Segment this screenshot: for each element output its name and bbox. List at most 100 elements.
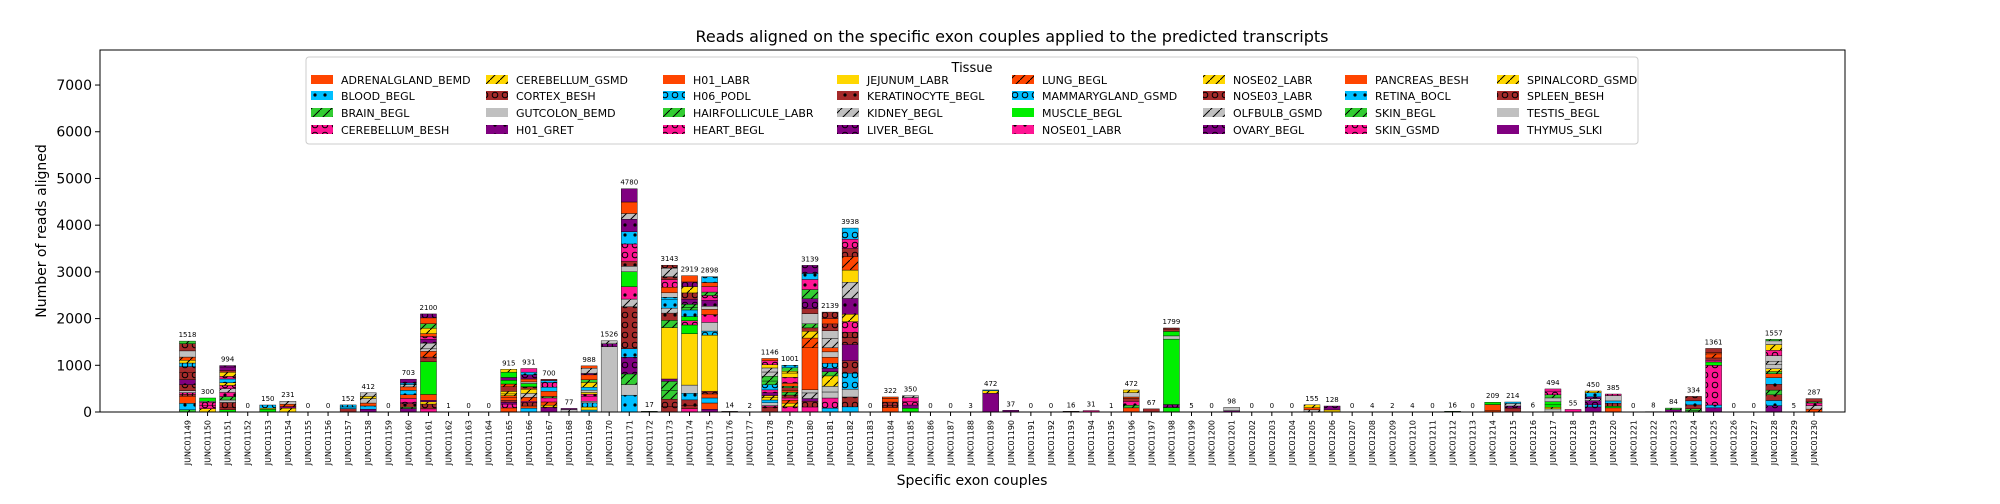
bar-segment-adrenalgland-bemd	[581, 366, 597, 368]
bar-total-label: 1	[1109, 402, 1113, 410]
bar-total-label: 0	[1350, 402, 1354, 410]
bar-segment-jejunum-labr	[681, 334, 697, 385]
x-tick-label: JUNC01215	[1509, 420, 1518, 466]
bar-segment-muscle-begl	[521, 383, 537, 386]
bar-segment-muscle-begl	[1545, 405, 1561, 407]
bar-junc01154	[280, 401, 296, 412]
bar-segment-nose01-labr	[702, 315, 718, 323]
legend-label: OVARY_BEGL	[1233, 124, 1305, 137]
bar-total-label: 322	[884, 387, 897, 395]
bar-segment-kidney-begl	[661, 268, 677, 277]
x-tick-label: JUNC01182	[846, 420, 855, 466]
bar-segment-adrenalgland-bemd	[581, 375, 597, 380]
legend-swatch	[1203, 125, 1225, 134]
bar-total-label: 931	[522, 359, 535, 367]
bar-segment-adrenalgland-bemd	[882, 398, 898, 402]
bar-segment-spleen-besh	[179, 344, 195, 351]
bar-junc01169	[581, 366, 597, 412]
bar-segment-heart-begl	[762, 390, 778, 393]
bar-segment-blood-begl	[802, 273, 818, 279]
bar-segment-retina-bocl	[762, 400, 778, 403]
bar-segment-thymus-slki	[400, 409, 416, 412]
bar-junc01223	[1665, 408, 1681, 412]
bar-total-label: 8	[1651, 402, 1655, 410]
legend-swatch	[1203, 91, 1225, 100]
bar-segment-thymus-slki	[762, 393, 778, 396]
x-tick-label: JUNC01153	[264, 420, 273, 466]
legend-swatch	[663, 108, 685, 117]
y-axis-label: Number of reads aligned	[34, 144, 50, 318]
legend-label: HEART_BEGL	[693, 124, 765, 137]
legend-swatch	[486, 108, 508, 117]
legend-swatch	[663, 125, 685, 134]
legend-swatch	[1497, 75, 1519, 84]
bar-total-label: 472	[984, 380, 997, 388]
bar-total-label: 5	[1792, 402, 1796, 410]
x-tick-label: JUNC01223	[1669, 420, 1678, 466]
bar-total-label: 55	[1569, 399, 1578, 407]
legend-label: LIVER_BEGL	[867, 124, 934, 137]
bar-segment-heart-begl	[200, 405, 216, 408]
bar-segment-brain-begl	[661, 390, 677, 399]
bar-segment-nose02-labr	[1123, 390, 1139, 393]
bar-segment-jejunum-labr	[782, 373, 798, 377]
bar-segment-spleen-besh	[882, 405, 898, 407]
bar-total-label: 0	[1430, 402, 1434, 410]
bar-segment-olfbulb-gsmd	[280, 401, 296, 404]
bar-segment-nose03-labr	[702, 391, 718, 394]
bar-segment-adrenalgland-bemd	[501, 398, 517, 401]
legend-label: SPLEEN_BESH	[1527, 90, 1604, 103]
bar-segment-spleen-besh	[842, 397, 858, 407]
bar-total-label: 0	[466, 402, 470, 410]
bar-segment-adrenalgland-bemd	[822, 348, 838, 352]
x-tick-label: JUNC01224	[1690, 420, 1699, 466]
bar-junc01228	[1766, 339, 1782, 412]
y-tick-label: 7000	[56, 78, 92, 94]
bar-total-label: 1361	[1705, 338, 1723, 346]
bar-segment-adrenalgland-bemd	[400, 387, 416, 390]
bar-total-label: 0	[1731, 402, 1735, 410]
legend-label: PANCREAS_BESH	[1375, 74, 1469, 87]
bar-segment-skin-begl	[822, 372, 838, 376]
bar-total-label: 287	[1807, 389, 1820, 397]
bar-segment-cerebellum-gsmd	[782, 403, 798, 406]
x-tick-label: JUNC01211	[1428, 420, 1437, 466]
x-tick-label: JUNC01160	[404, 420, 413, 466]
bar-segment-muscle-begl	[1706, 362, 1722, 365]
x-tick-label: JUNC01155	[304, 420, 313, 466]
x-tick-label: JUNC01188	[967, 420, 976, 466]
bar-segment-liver-begl	[1766, 406, 1782, 412]
bar-total-label: 3	[968, 402, 972, 410]
bar-total-label: 17	[645, 401, 654, 409]
bar-total-label: 214	[1506, 392, 1520, 400]
bar-junc01166	[521, 369, 537, 412]
bar-segment-h06-podl	[521, 408, 537, 412]
bar-total-label: 0	[1270, 402, 1274, 410]
bar-segment-h01-labr	[521, 406, 537, 408]
legend-label: LUNG_BEGL	[1042, 74, 1108, 87]
bar-segment-h06-podl	[822, 363, 838, 368]
bar-segment-muscle-begl	[501, 372, 517, 377]
bar-segment-gutcolon-bemd	[1766, 341, 1782, 345]
bar-segment-keratinocyte-begl	[340, 409, 356, 412]
bar-segment-spleen-besh	[521, 402, 537, 406]
bar-total-label: 1146	[761, 348, 779, 356]
bar-segment-cortex-besh	[1163, 328, 1179, 329]
bar-junc01174	[681, 276, 697, 412]
legend-swatch	[311, 125, 333, 134]
y-tick-label: 6000	[56, 125, 92, 141]
bar-segment-spleen-besh	[179, 373, 195, 380]
bar-total-label: 0	[1470, 402, 1474, 410]
x-tick-label: JUNC01200	[1208, 420, 1217, 466]
legend-swatch	[837, 75, 859, 84]
y-tick-label: 1000	[56, 358, 92, 374]
bar-segment-kidney-begl	[601, 341, 617, 344]
legend-swatch	[1012, 91, 1034, 100]
bar-segment-blood-begl	[1766, 400, 1782, 405]
bar-segment-pancreas-besh	[822, 319, 838, 324]
legend: Tissue ADRENALGLAND_BEMDBLOOD_BEGLBRAIN_…	[306, 57, 1638, 144]
x-tick-label: JUNC01194	[1087, 420, 1096, 466]
bar-segment-h01-labr	[521, 379, 537, 382]
bar-total-label: 700	[542, 369, 555, 377]
bar-junc01157	[340, 405, 356, 412]
